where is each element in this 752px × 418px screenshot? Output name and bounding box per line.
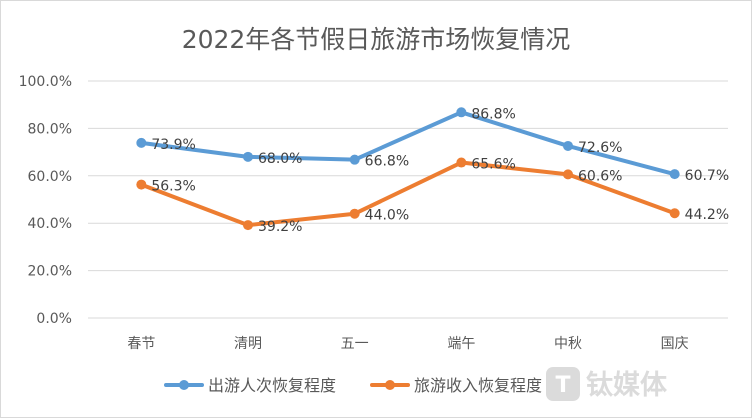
x-tick-label: 端午 xyxy=(447,336,475,352)
x-tick-label: 春节 xyxy=(127,336,155,352)
data-label: 60.6% xyxy=(578,168,622,184)
data-point xyxy=(669,208,680,219)
legend-item-2: 旅游收入恢复程度 xyxy=(370,376,542,395)
data-label: 68.0% xyxy=(258,151,302,167)
y-tick-label: 60.0% xyxy=(28,169,72,185)
svg-text:T: T xyxy=(555,373,570,398)
data-point xyxy=(669,169,680,180)
y-tick-label: 0.0% xyxy=(36,311,72,327)
chart-title: 2022年各节假日旅游市场恢复情况 xyxy=(182,25,571,54)
data-label: 66.8% xyxy=(365,154,409,170)
x-tick-label: 国庆 xyxy=(661,336,689,352)
data-point xyxy=(456,157,467,168)
data-label: 56.3% xyxy=(151,179,195,195)
data-label: 44.0% xyxy=(365,208,409,224)
data-label: 44.2% xyxy=(685,207,729,223)
data-label: 86.8% xyxy=(471,106,515,122)
x-tick-label: 中秋 xyxy=(554,336,582,352)
legend-label: 旅游收入恢复程度 xyxy=(414,376,542,395)
data-point xyxy=(243,220,253,231)
y-tick-label: 100.0% xyxy=(19,74,72,90)
watermark-logo: T 钛媒体 xyxy=(546,367,668,401)
data-point xyxy=(563,140,573,151)
data-label: 39.2% xyxy=(258,219,302,235)
data-label: 60.7% xyxy=(685,168,729,184)
y-tick-label: 40.0% xyxy=(28,216,72,232)
x-tick-label: 清明 xyxy=(234,336,262,352)
legend-item-1: 出游人次恢复程度 xyxy=(164,376,336,395)
data-point xyxy=(456,107,467,118)
y-tick-label: 80.0% xyxy=(28,121,72,137)
series-1: 73.9% 68.0% 66.8% 86.8% 72.6% 60.7% xyxy=(136,106,729,184)
legend-label: 出游人次恢复程度 xyxy=(208,376,336,395)
y-tick-label: 20.0% xyxy=(28,264,72,280)
data-point xyxy=(243,151,253,162)
watermark-text: 钛媒体 xyxy=(586,369,668,401)
data-point xyxy=(349,208,360,219)
data-label: 65.6% xyxy=(471,157,515,173)
data-point xyxy=(136,137,147,148)
data-label: 73.9% xyxy=(151,137,195,153)
x-tick-label: 五一 xyxy=(341,336,369,352)
series-line xyxy=(139,110,677,177)
series-line xyxy=(139,160,677,228)
data-point xyxy=(349,154,360,165)
data-point xyxy=(563,169,573,180)
watermark-logo-icon xyxy=(546,367,580,401)
data-label: 72.6% xyxy=(578,140,622,156)
series-2: 56.3% 39.2% 44.0% 65.6% 60.6% 44.2% xyxy=(136,157,729,235)
data-point xyxy=(136,179,147,190)
